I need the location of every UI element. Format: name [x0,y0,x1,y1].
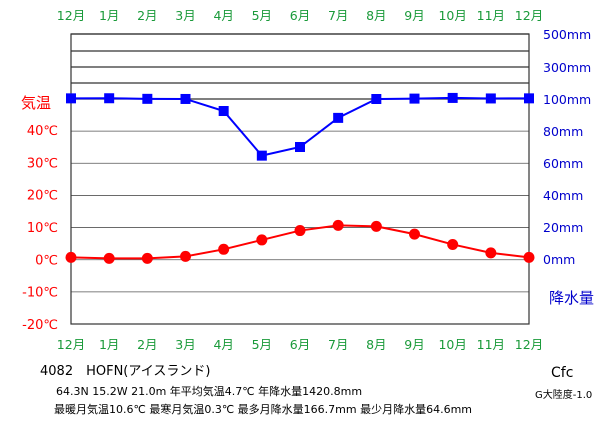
temp-tick-0: 40℃ [27,124,58,139]
month-label-bottom-6: 6月 [290,337,310,352]
temp-point-9 [409,228,420,240]
station-info-line2: 最暖月気温10.6℃ 最寒月気温0.3℃ 最多月降水量166.7mm 最少月降水… [54,402,472,416]
temp-point-11 [485,247,497,259]
month-label-bottom-11: 11月 [477,337,505,352]
temp-tick-1: 30℃ [27,156,58,171]
precipitation-tick-labels: 500mm 300mm 100mm 80mm 60mm 40mm 20mm 0mm [543,27,591,267]
month-label-bottom-2: 2月 [137,337,157,352]
temp-point-0 [65,251,77,263]
precip-tick-7: 0mm [543,252,575,267]
temp-point-5 [256,234,268,246]
month-label-top-7: 7月 [328,8,348,23]
month-label-top-10: 10月 [438,8,466,23]
precipitation-axis-title: 降水量 [549,289,594,307]
temp-tick-4: 0℃ [35,253,58,268]
temp-point-1 [103,252,115,264]
month-label-bottom-7: 7月 [328,337,348,352]
precip-point-4 [218,106,229,116]
month-label-top-9: 9月 [404,8,424,23]
temp-point-3 [180,250,191,262]
temp-tick-2: 20℃ [27,189,58,204]
precip-point-6 [295,142,305,152]
month-label-top-8: 8月 [366,8,386,23]
precip-tick-5: 40mm [543,188,583,203]
precip-point-7 [333,112,344,123]
continentality-index: G大陸度-1.0 [535,388,592,401]
temp-tick-5: -10℃ [22,286,58,301]
top-month-labels: 12月 1月 2月 3月 4月 5月 6月 7月 8月 9月 10月 11月 12月 [57,8,543,23]
precip-point-5 [256,150,267,161]
precip-point-11 [485,93,496,104]
series-layer [65,92,535,264]
precip-point-3 [180,93,191,104]
temp-tick-6: -20℃ [22,318,58,333]
month-label-top-3: 3月 [175,8,195,23]
month-label-top-6: 6月 [290,8,310,23]
month-label-bottom-3: 3月 [175,337,195,352]
month-label-bottom-8: 8月 [366,337,386,352]
climate-code: Cfc [551,365,573,381]
precip-point-0 [66,93,76,104]
plot-frame [70,33,530,325]
month-label-bottom-9: 9月 [404,337,424,352]
month-label-bottom-10: 10月 [438,337,466,352]
month-label-bottom-0: 12月 [57,337,85,352]
precip-tick-6: 20mm [543,220,583,235]
temp-tick-3: 10℃ [27,221,58,236]
month-label-top-4: 4月 [213,8,233,23]
precip-tick-0: 500mm [543,27,591,42]
precip-point-10 [447,92,458,103]
precip-point-8 [371,94,382,104]
precip-point-2 [142,93,153,104]
month-label-bottom-1: 1月 [99,337,119,352]
month-label-bottom-5: 5月 [252,337,272,352]
precip-tick-1: 300mm [543,60,591,75]
temp-point-12 [523,251,535,263]
temp-point-10 [447,238,459,250]
chart-grid [70,33,530,325]
month-label-bottom-4: 4月 [213,337,233,352]
precip-point-9 [409,93,420,104]
station-info-line1: 64.3N 15.2W 21.0m 年平均気温4.7℃ 年降水量1420.8mm [56,384,362,398]
month-label-top-1: 1月 [99,8,119,23]
month-label-top-12: 12月 [515,8,543,23]
temp-point-8 [370,220,382,232]
temp-point-4 [218,243,230,255]
month-label-bottom-12: 12月 [515,337,543,352]
month-label-top-11: 11月 [477,8,505,23]
month-label-top-2: 2月 [137,8,157,23]
temp-point-6 [294,225,306,237]
temp-point-2 [141,252,153,264]
station-title: 4082 HOFN(アイスランド) [40,364,210,379]
temp-point-7 [332,219,344,231]
precip-tick-2: 100mm [543,92,591,107]
precip-tick-4: 60mm [543,156,583,171]
temperature-tick-labels: 40℃ 30℃ 20℃ 10℃ 0℃ -10℃ -20℃ [22,124,58,333]
temperature-axis-title: 気温 [21,94,51,112]
precip-tick-3: 80mm [543,124,583,139]
precip-point-1 [104,93,115,104]
precip-point-12 [524,93,534,104]
bottom-month-labels: 12月 1月 2月 3月 4月 5月 6月 7月 8月 9月 10月 11月 12月 [57,337,543,352]
month-label-top-5: 5月 [252,8,272,23]
month-label-top-0: 12月 [57,8,85,23]
